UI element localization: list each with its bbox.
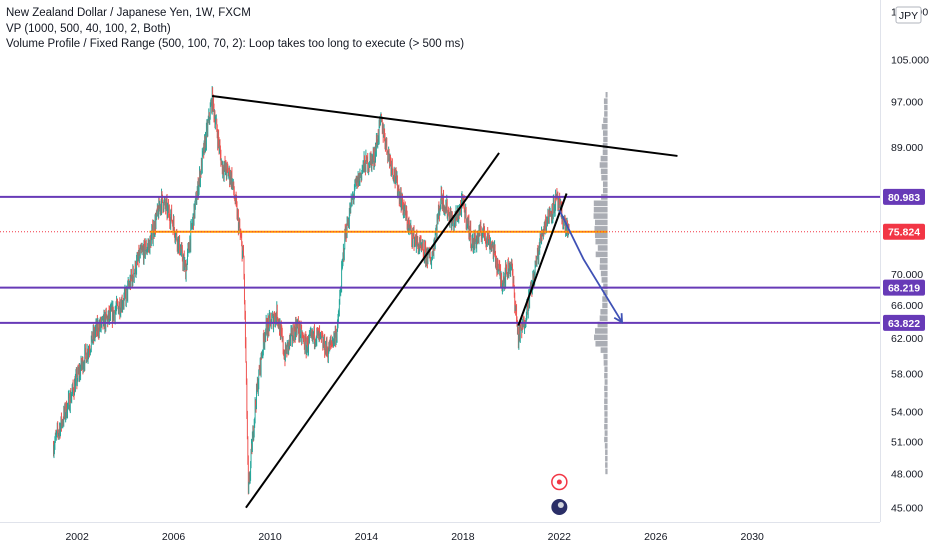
- volume-profile-row: [604, 366, 608, 373]
- volume-profile: [593, 92, 608, 475]
- volume-profile-row: [599, 315, 608, 321]
- level-price-label: 80.983: [888, 192, 920, 204]
- volume-profile-row: [595, 238, 608, 245]
- volume-profile-row: [597, 321, 608, 328]
- volume-profile-row: [604, 443, 608, 449]
- volume-profile-row: [603, 136, 608, 143]
- price-tick-label: 51.000: [891, 436, 923, 448]
- candles: [53, 86, 570, 495]
- volume-profile-row: [604, 430, 608, 436]
- volume-profile-row: [593, 200, 608, 207]
- volume-profile-row: [600, 168, 608, 175]
- volume-profile-row: [605, 455, 608, 462]
- volume-profile-row: [602, 130, 608, 136]
- volume-profile-row: [604, 385, 608, 392]
- volume-profile-row: [594, 334, 608, 341]
- time-tick-label: 2026: [644, 531, 668, 543]
- currency-badge: [895, 6, 922, 24]
- time-tick-label: 2030: [741, 531, 765, 543]
- price-tick-label: 105.000: [891, 54, 929, 66]
- trendline: [245, 152, 500, 509]
- volume-profile-row: [602, 302, 608, 309]
- volume-profile-row: [604, 104, 608, 111]
- time-tick-label: 2014: [355, 531, 379, 543]
- volume-profile-row: [602, 181, 608, 187]
- volume-profile-row: [602, 149, 608, 156]
- level-price-label: 68.219: [888, 283, 920, 295]
- volume-profile-row: [594, 219, 608, 226]
- time-tick-label: 2006: [162, 531, 186, 543]
- volume-profile-row: [604, 404, 608, 411]
- level-price-tag: [883, 314, 925, 331]
- volume-profile-row: [604, 417, 608, 424]
- volume-profile-row: [594, 328, 608, 334]
- volume-profile-row: [593, 206, 608, 213]
- volume-profile-row: [599, 257, 608, 264]
- level-price-tag: [883, 188, 925, 205]
- volume-profile-row: [603, 353, 608, 360]
- volume-profile-row: [603, 98, 608, 104]
- volume-profile-row: [604, 392, 608, 398]
- volume-profile-row: [604, 111, 608, 117]
- volume-profile-row: [604, 411, 608, 417]
- volume-profile-row: [597, 245, 608, 251]
- price-tick-label: 89.000: [891, 142, 923, 154]
- price-tick-label: 97.000: [891, 96, 923, 108]
- volume-profile-row: [605, 92, 608, 98]
- time-tick-label: 2022: [548, 531, 572, 543]
- trendline: [212, 95, 678, 157]
- volume-profile-row: [600, 347, 608, 353]
- time-tick-label: 2018: [451, 531, 475, 543]
- volume-profile-row: [601, 123, 608, 130]
- volume-profile-row: [601, 174, 608, 181]
- volume-profile-row: [604, 423, 608, 430]
- volume-profile-row: [595, 340, 608, 347]
- volume-profile-row: [605, 462, 608, 468]
- volume-profile-row: [599, 162, 608, 168]
- event-marker-dot: [556, 479, 562, 485]
- volume-profile-row: [604, 398, 608, 404]
- price-tick-label: 45.000: [891, 503, 923, 515]
- volume-profile-row: [600, 155, 608, 162]
- volume-profile-row: [602, 187, 608, 194]
- time-tick-label: 2010: [258, 531, 282, 543]
- price-tick-label: 66.000: [891, 300, 923, 312]
- projection-arrow-head: [613, 313, 624, 324]
- level-price-tag: [883, 279, 925, 296]
- trendline: [517, 193, 568, 326]
- volume-profile-row: [604, 372, 608, 379]
- volume-profile-row: [595, 251, 608, 258]
- volume-profile-row: [600, 270, 608, 277]
- earnings-marker-glyph: [557, 502, 564, 508]
- volume-profile-row: [603, 289, 608, 296]
- volume-profile-row: [600, 309, 608, 315]
- price-tick-label: 62.000: [891, 333, 923, 345]
- volume-profile-row: [603, 117, 608, 124]
- volume-profile-row: [593, 213, 608, 219]
- projection-arrow: [558, 209, 623, 323]
- current-price-tag: [883, 223, 925, 240]
- volume-profile-row: [604, 436, 608, 443]
- level-price-label: 75.824: [888, 227, 920, 239]
- volume-profile-row: [603, 283, 608, 290]
- volume-profile-row: [602, 296, 608, 302]
- currency-badge-label: JPY: [899, 10, 918, 22]
- price-tick-label: 54.000: [891, 406, 923, 418]
- volume-profile-row: [604, 379, 608, 385]
- price-tick-label: 58.000: [891, 368, 923, 380]
- volume-profile-row: [594, 226, 608, 232]
- volume-profile-row: [605, 468, 608, 475]
- volume-profile-row: [605, 449, 608, 456]
- volume-profile-row: [594, 232, 608, 239]
- volume-profile-row: [601, 277, 608, 283]
- price-tick-label: 48.000: [891, 469, 923, 481]
- level-price-label: 63.822: [888, 318, 920, 330]
- price-tick-label: 70.000: [891, 269, 923, 281]
- volume-profile-row: [599, 264, 608, 270]
- volume-profile-row: [603, 360, 608, 366]
- time-tick-label: 2002: [65, 531, 89, 543]
